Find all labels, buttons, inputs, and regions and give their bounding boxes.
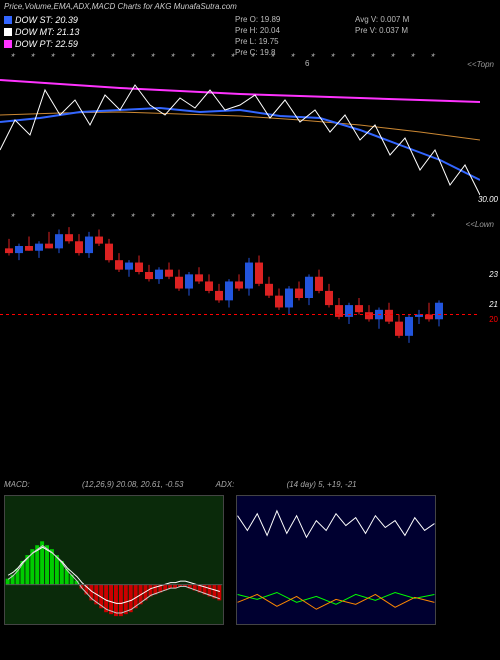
chart-title: Price,Volume,EMA,ADX,MACD Charts for AKG…	[4, 2, 237, 11]
macd-panel	[4, 495, 224, 625]
candlestick-chart	[0, 220, 480, 350]
adx-panel	[236, 495, 436, 625]
candle-corner-label: <<Lown	[466, 220, 494, 229]
volume-info: Avg V: 0.007 MPre V: 0.037 M	[355, 14, 409, 36]
macd-params: (12,26,9) 20.08, 20.61, -0.53	[82, 480, 183, 489]
legend-item: DOW MT: 21.13	[4, 26, 79, 38]
adx-label: ADX:	[216, 480, 235, 489]
candle-y-label: 20	[489, 315, 498, 324]
candle-y-label: 23	[489, 270, 498, 279]
line-axis-label: 30.00	[478, 195, 498, 204]
legend-item: DOW ST: 20.39	[4, 14, 79, 26]
line-chart	[0, 60, 480, 210]
legend: DOW ST: 20.39DOW MT: 21.13DOW PT: 22.59	[4, 14, 79, 50]
adx-params: (14 day) 5, +19, -21	[287, 480, 357, 489]
macd-label: MACD:	[4, 480, 30, 489]
candle-y-label: 21	[489, 300, 498, 309]
indicator-labels: MACD: (12,26,9) 20.08, 20.61, -0.53 ADX:…	[4, 480, 484, 489]
top-corner-label: <<Topn	[467, 60, 494, 69]
legend-item: DOW PT: 22.59	[4, 38, 79, 50]
